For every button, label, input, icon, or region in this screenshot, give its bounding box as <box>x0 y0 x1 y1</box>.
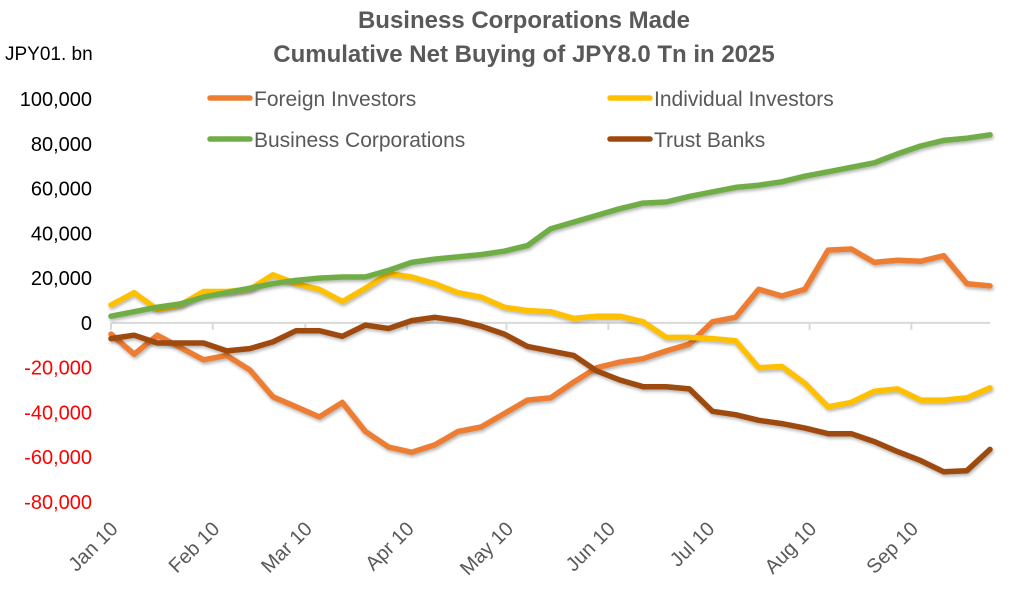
y-axis-tick-labels: 100,000 80,000 60,000 40,000 20,000 0 -20,000 -… <box>20 89 92 514</box>
legend-label: Business Corporations <box>254 129 465 152</box>
legend-item-foreign-investors: Foreign Investors <box>207 88 416 111</box>
chart-title-line-1: Business Corporations Made <box>358 7 690 34</box>
series-line-individual-investors <box>108 270 993 410</box>
legend-item-trust-banks: Trust Banks <box>607 129 765 152</box>
series-line-trust-banks <box>108 314 993 475</box>
legend-item-individual-investors: Individual Investors <box>607 88 834 111</box>
y-tick-label: 60,000 <box>31 179 92 201</box>
x-tick-label: Mar 10 <box>257 518 317 578</box>
x-axis <box>110 321 990 330</box>
x-tick-label: Jul 10 <box>666 518 719 571</box>
x-tick-label: Apr 10 <box>361 518 418 575</box>
y-axis-unit-label: JPY01. bn <box>5 44 93 65</box>
chart-title-line-2: Cumulative Net Buying of JPY8.0 Tn in 20… <box>273 41 774 68</box>
legend-item-business-corporations: Business Corporations <box>207 129 465 152</box>
y-tick-label: -80,000 <box>24 492 92 514</box>
y-tick-label: 20,000 <box>31 268 92 290</box>
y-tick-label: -20,000 <box>24 358 92 380</box>
x-tick-label: Sep 10 <box>863 518 923 578</box>
series-lines <box>108 132 993 475</box>
y-tick-label: 80,000 <box>31 134 92 156</box>
x-tick-label: Jun 10 <box>562 518 620 576</box>
y-tick-label: 100,000 <box>20 89 92 111</box>
series-line-business-corporations <box>108 132 993 319</box>
y-tick-label: 40,000 <box>31 223 92 245</box>
x-tick-label: Jan 10 <box>65 518 123 576</box>
legend: Foreign Investors Individual Investors Bus… <box>207 88 834 152</box>
y-tick-label: -60,000 <box>24 447 92 469</box>
x-axis-tick-labels: Jan 10 Feb 10 Mar 10 Apr 10 May 10 Jun 10 Jul … <box>65 518 923 580</box>
legend-label: Individual Investors <box>654 88 834 111</box>
series-line-foreign-investors <box>108 246 993 456</box>
legend-label: Foreign Investors <box>254 88 416 111</box>
y-tick-label: -40,000 <box>24 402 92 424</box>
x-tick-label: Aug 10 <box>761 518 821 578</box>
x-tick-label: Feb 10 <box>165 518 225 578</box>
legend-label: Trust Banks <box>654 129 765 152</box>
y-tick-label: 0 <box>81 313 92 335</box>
x-tick-label: May 10 <box>456 518 518 580</box>
